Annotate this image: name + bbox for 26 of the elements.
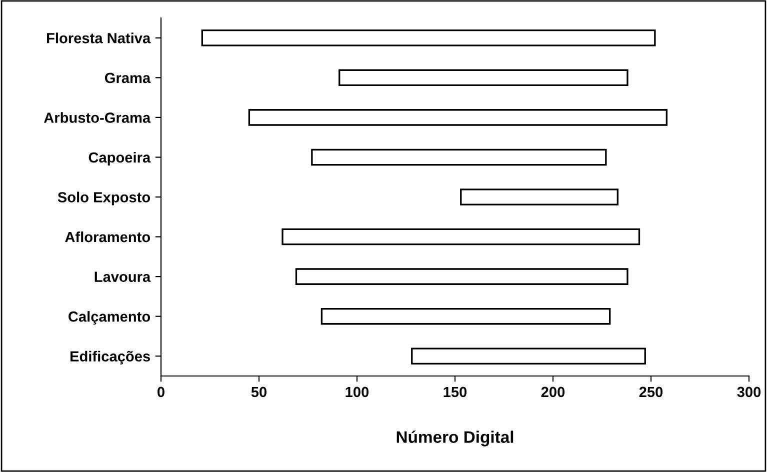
x-tick-label: 300 xyxy=(737,386,761,398)
y-tick-label: Arbusto-Grama xyxy=(44,112,151,123)
x-tick-label: 250 xyxy=(639,386,663,398)
bar xyxy=(460,188,619,206)
y-tick-label: Lavoura xyxy=(94,272,151,282)
x-tick-label: 0 xyxy=(158,386,164,398)
bar xyxy=(248,109,668,126)
x-tick-label: 200 xyxy=(541,386,565,398)
y-tick-label: Capoeira xyxy=(88,152,151,166)
x-axis-title: Número Digital xyxy=(396,430,514,446)
x-tick-label: 100 xyxy=(346,386,369,398)
y-tick-label: Floresta Nativa xyxy=(47,32,151,44)
x-tick-label: 50 xyxy=(251,386,267,398)
bar xyxy=(411,348,646,365)
bar xyxy=(338,69,628,86)
y-tick-label: Solo Exposto xyxy=(58,192,150,206)
bar xyxy=(201,29,656,46)
y-tick-label: Afloramento xyxy=(65,231,150,242)
y-tick-label: Calçamento xyxy=(68,311,150,325)
x-tick-label: 150 xyxy=(444,386,467,398)
bar xyxy=(282,228,640,246)
y-tick-label: Edificações xyxy=(70,350,150,364)
bar xyxy=(295,268,628,285)
bar xyxy=(311,148,607,166)
bar xyxy=(320,308,611,325)
y-tick-label: Grama xyxy=(104,72,151,84)
